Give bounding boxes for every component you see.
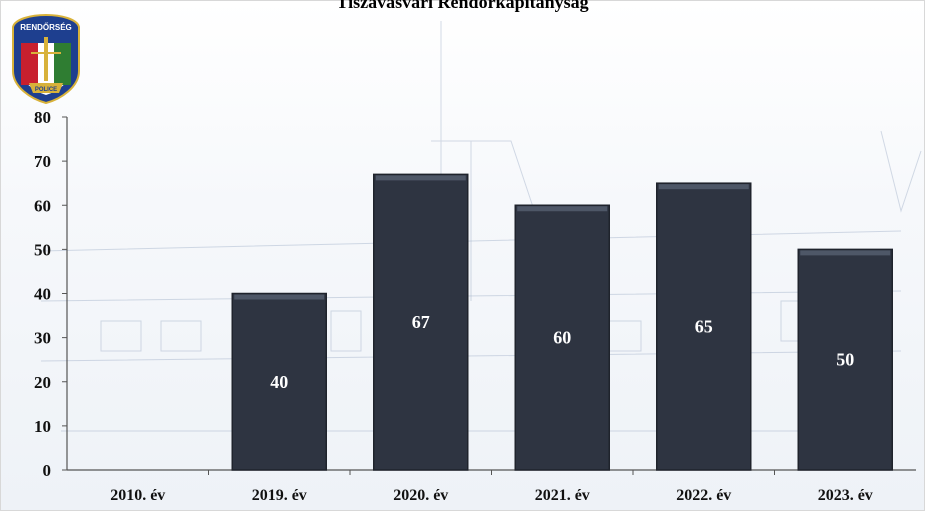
chart-axes: 0 10 20 30 40 50 60 70 80	[34, 108, 916, 480]
chart-title: Tiszavasvári Rendőrkapitányság	[336, 0, 589, 12]
logo-bottom-text: POLICE	[35, 87, 57, 93]
y-tick-label: 80	[34, 108, 51, 127]
category-label: 2023. év	[818, 487, 873, 504]
data-label: 40	[270, 372, 288, 392]
chart-bars	[231, 173, 893, 471]
bar	[514, 204, 610, 471]
police-badge-logo: RENDŐRSÉG POLICE	[12, 13, 80, 105]
bar-highlight	[517, 206, 608, 212]
y-tick-label: 10	[34, 417, 51, 436]
y-tick-label: 50	[34, 240, 51, 259]
y-tick-label: 60	[34, 196, 51, 215]
logo-top-text: RENDŐRSÉG	[20, 23, 72, 32]
y-tick-label: 40	[34, 285, 51, 304]
y-tick-label: 30	[34, 329, 51, 348]
y-tick-label: 70	[34, 152, 51, 171]
bar	[797, 248, 893, 471]
y-tick-label: 20	[34, 373, 51, 392]
bar-highlight	[234, 294, 325, 300]
data-label: 65	[695, 317, 713, 337]
y-tick-label: 0	[43, 461, 52, 480]
bar	[656, 182, 752, 471]
bar-highlight	[658, 184, 749, 190]
bar	[373, 173, 469, 471]
category-label: 2021. év	[535, 487, 590, 504]
category-label: 2020. év	[393, 487, 448, 504]
category-label: 2022. év	[676, 487, 731, 504]
category-label: 2010. év	[110, 487, 165, 504]
data-label: 67	[412, 312, 430, 332]
chart-labels: 2010. év 40 2019. év 67 2020. év 60 2021. év 65…	[110, 312, 873, 504]
data-label: 60	[553, 328, 571, 348]
data-label: 50	[836, 350, 854, 370]
bar	[231, 292, 327, 471]
bar-highlight	[800, 250, 891, 256]
bar-highlight	[375, 175, 466, 181]
category-label: 2019. év	[252, 487, 307, 504]
